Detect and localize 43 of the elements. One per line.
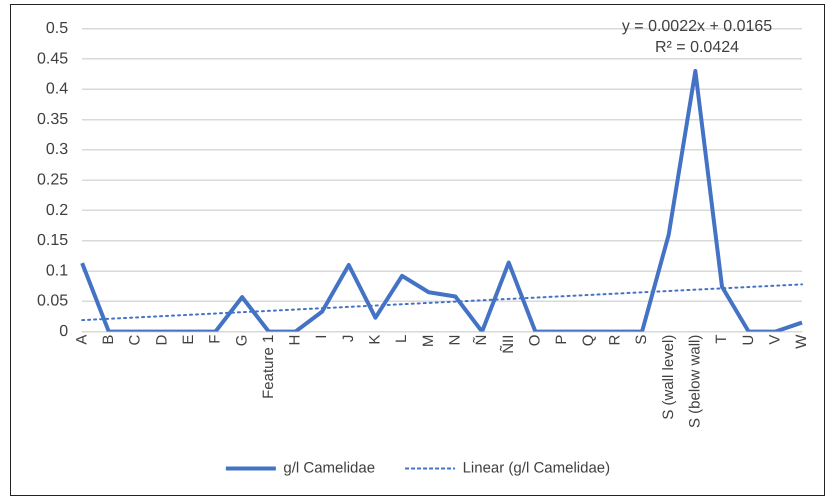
x-tick-label: D — [153, 334, 170, 346]
x-tick-label: ÑII — [498, 334, 517, 354]
x-tick-label: U — [740, 334, 757, 346]
x-tick-label: F — [206, 334, 224, 344]
x-tick-label: W — [793, 334, 810, 349]
x-tick-label: Feature 1 — [260, 334, 277, 399]
x-tick-label: R — [606, 334, 624, 346]
x-tick-label: Q — [580, 334, 597, 346]
x-tick-label: H — [286, 334, 304, 346]
x-tick-label: C — [126, 334, 144, 346]
x-tick-label: A — [73, 334, 90, 345]
x-tick-label: P — [553, 334, 570, 345]
x-tick-label: Ñ — [472, 334, 490, 346]
legend-label: g/l Camelidae — [283, 460, 376, 477]
x-tick-label: G — [233, 334, 250, 346]
y-tick-label: 0.45 — [37, 50, 68, 68]
y-tick-label: 0.05 — [37, 292, 68, 310]
annotation: R² = 0.0424 — [654, 39, 740, 56]
x-tick-label: S (below wall) — [686, 334, 704, 428]
x-tick-label: O — [526, 334, 544, 346]
x-tick-label: I — [313, 334, 330, 339]
y-tick-label: 0.4 — [46, 80, 68, 98]
y-tick-label: 0.5 — [46, 20, 68, 38]
y-tick-label: 0.15 — [37, 232, 68, 250]
y-tick-label: 0.35 — [37, 110, 68, 128]
y-tick-label: 0.2 — [46, 202, 68, 219]
x-tick-label: K — [366, 334, 384, 345]
x-tick-label: B — [100, 334, 117, 345]
annotation: y = 0.0022x + 0.0165 — [622, 18, 772, 36]
x-tick-label: T — [713, 334, 730, 344]
x-tick-label: M — [420, 334, 437, 348]
x-tick-label: V — [766, 334, 784, 345]
y-tick-label: 0.3 — [46, 141, 68, 158]
x-tick-label: J — [340, 334, 357, 342]
x-tick-label: E — [180, 334, 197, 345]
y-tick-label: 0 — [59, 323, 68, 340]
y-tick-label: 0.25 — [37, 172, 68, 189]
x-tick-label: N — [446, 334, 464, 346]
x-tick-label: S — [633, 334, 650, 345]
x-tick-label: L — [393, 334, 410, 343]
legend-label: Linear (g/l Camelidae) — [462, 460, 610, 477]
y-tick-label: 0.1 — [46, 262, 68, 280]
x-tick-label: S (wall level) — [660, 334, 677, 420]
